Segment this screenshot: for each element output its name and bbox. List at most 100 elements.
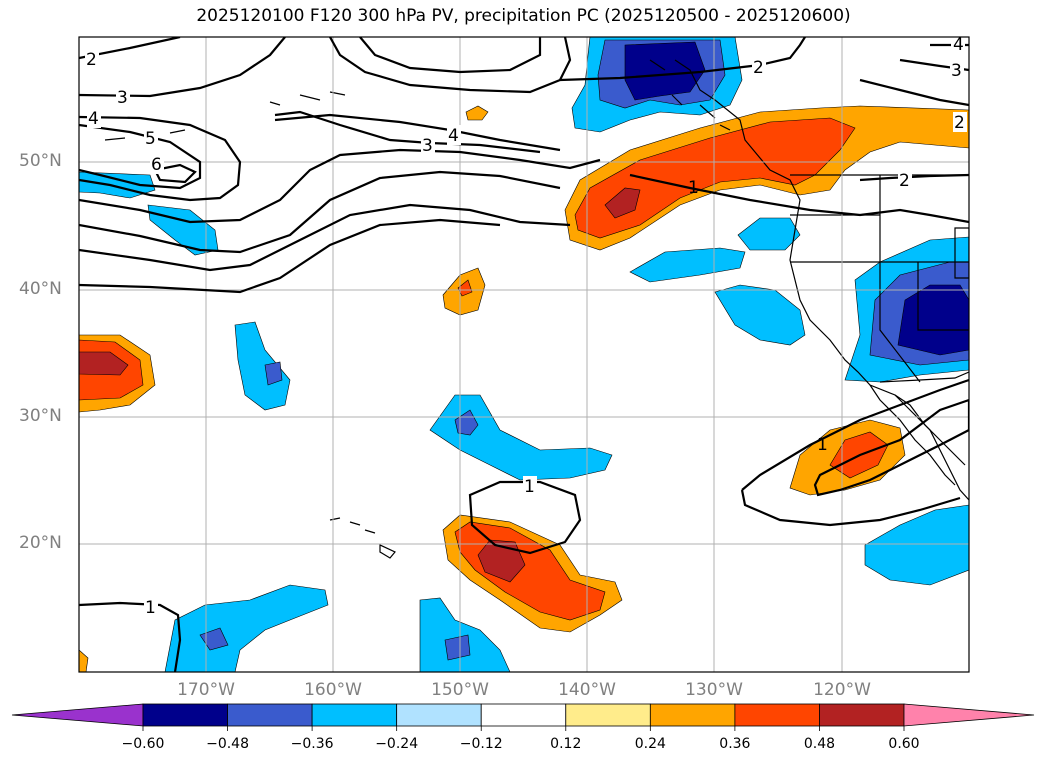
state-line-ca <box>790 261 921 383</box>
colorbar-swatch <box>565 703 651 727</box>
state-line-ut <box>917 262 969 331</box>
precip-neg-gulf-alaska-core <box>624 41 706 101</box>
precip-neg-sw-us-core <box>897 284 969 356</box>
pv-contour-1-ne <box>629 173 969 224</box>
colorbar-tick-label: 0.60 <box>888 736 920 752</box>
contour-labels: 2 3 4 5 6 4 3 2 4 3 2 2 1 1 1 <box>85 35 967 618</box>
colorbar-swatch <box>480 703 567 727</box>
precip-neg-central-2-core <box>454 409 479 436</box>
precip-neg-south-1 <box>164 584 329 672</box>
lon-label-140w: 140°W <box>558 680 616 700</box>
pv-contour-long-3 <box>79 203 571 272</box>
pv-contour-1-baja-inner <box>740 489 961 527</box>
precip-pos-dot <box>465 105 489 121</box>
colorbar-tick-label: 0.24 <box>634 736 666 752</box>
pv-contour-1-hawaii <box>468 480 582 555</box>
us-mexico-border <box>879 371 969 383</box>
precip-neg-west-2 <box>147 204 219 256</box>
precip-neg-central-1-core <box>264 361 283 386</box>
contour-label: 2 <box>899 171 910 191</box>
lon-label-130w: 130°W <box>685 680 743 700</box>
precip-neg-south-1-core <box>199 627 229 651</box>
pv-contour-4-west <box>79 115 242 202</box>
colorbar-swatch <box>311 703 398 727</box>
precip-neg-mexico <box>864 504 969 586</box>
north-america-coast <box>674 59 969 501</box>
pv-contour-long-1 <box>79 148 601 224</box>
lat-label-20n: 20°N <box>19 533 62 553</box>
precip-neg-east-2 <box>737 217 801 251</box>
pv-contour-long-2 <box>79 170 561 254</box>
contour-label: 4 <box>448 126 459 146</box>
pv-contour-3-mid <box>274 110 541 154</box>
contour-label: 3 <box>951 61 962 81</box>
colorbar-tick-label: 0.36 <box>719 736 751 752</box>
lon-label-120w: 120°W <box>813 680 871 700</box>
colorbar-swatch <box>227 703 313 727</box>
pv-contour-1-baja-outer <box>741 378 969 491</box>
colorbar-tick-label: 0.48 <box>803 736 836 752</box>
pv-contour-loop-inner <box>359 37 542 74</box>
precip-neg-central-1 <box>234 321 291 411</box>
colorbar-extend-max <box>903 703 1035 727</box>
precip-neg-east-1 <box>629 247 746 283</box>
contour-label: 3 <box>117 88 128 108</box>
pv-contour-loop-ne <box>329 37 572 94</box>
pv-contour-4-mid <box>274 113 561 152</box>
contour-label: 3 <box>422 136 433 156</box>
box-edge <box>954 227 969 279</box>
colorbar-tick-label: −0.60 <box>121 736 165 752</box>
precip-pos-corner <box>79 649 89 672</box>
contour-label: 1 <box>688 178 699 198</box>
graticule <box>79 37 969 672</box>
pv-contour-1-south <box>79 601 182 672</box>
precip-shading <box>79 37 969 672</box>
contour-label: 2 <box>86 50 97 70</box>
lat-label-50n: 50°N <box>19 151 62 171</box>
contour-label: 4 <box>88 109 99 129</box>
contour-label: 1 <box>524 477 535 497</box>
map-plot-area: 2 3 4 5 6 4 3 2 4 3 2 2 1 1 1 <box>79 35 969 672</box>
pv-contour-6-west <box>153 163 197 184</box>
lat-label-30n: 30°N <box>19 406 62 426</box>
precip-pos-west-coast-core <box>604 187 641 219</box>
contour-label: 2 <box>954 113 965 133</box>
colorbar-swatch <box>142 703 228 727</box>
pv-contour-2-east-mid <box>859 173 969 182</box>
lon-label-160w: 160°W <box>304 680 362 700</box>
contour-label: 1 <box>145 598 156 618</box>
contour-label: 6 <box>151 155 162 175</box>
pv-contour-2-east <box>859 78 969 107</box>
pv-contour-long-4 <box>79 218 501 294</box>
colorbar-tick-label: −0.36 <box>290 736 334 752</box>
alaska-islands <box>104 59 731 141</box>
contour-label: 2 <box>753 58 764 78</box>
colorbar-swatch <box>819 703 905 727</box>
colorbar-tick-label: −0.48 <box>206 736 249 752</box>
precip-pos-central-core <box>457 279 473 297</box>
contour-label: 5 <box>145 129 156 149</box>
precip-neg-south-2 <box>419 597 511 672</box>
lon-label-150w: 150°W <box>431 680 489 700</box>
lon-label-170w: 170°W <box>177 680 235 700</box>
precip-neg-central-2 <box>429 394 613 481</box>
colorbar <box>11 703 1035 731</box>
colorbar-tick-label: −0.12 <box>459 736 503 752</box>
hawaii-islands <box>329 517 396 559</box>
baja-coast <box>869 384 956 486</box>
precip-neg-east-3 <box>714 284 806 346</box>
map-frame <box>78 36 970 673</box>
colorbar-swatch <box>734 703 820 727</box>
pv-contour-3-west <box>79 37 286 98</box>
pv-contours <box>79 37 969 672</box>
map-title: 2025120100 F120 300 hPa PV, precipitatio… <box>196 6 851 26</box>
contour-label: 4 <box>953 35 964 55</box>
colorbar-tick-label: 0.12 <box>550 736 582 752</box>
colorbar-swatch <box>396 703 482 727</box>
pv-contour-1-baja-small <box>813 398 969 497</box>
lat-label-40n: 40°N <box>19 279 62 299</box>
contour-label: 1 <box>817 435 828 455</box>
colorbar-extend-min <box>11 703 144 727</box>
colorbar-swatch <box>649 703 736 727</box>
